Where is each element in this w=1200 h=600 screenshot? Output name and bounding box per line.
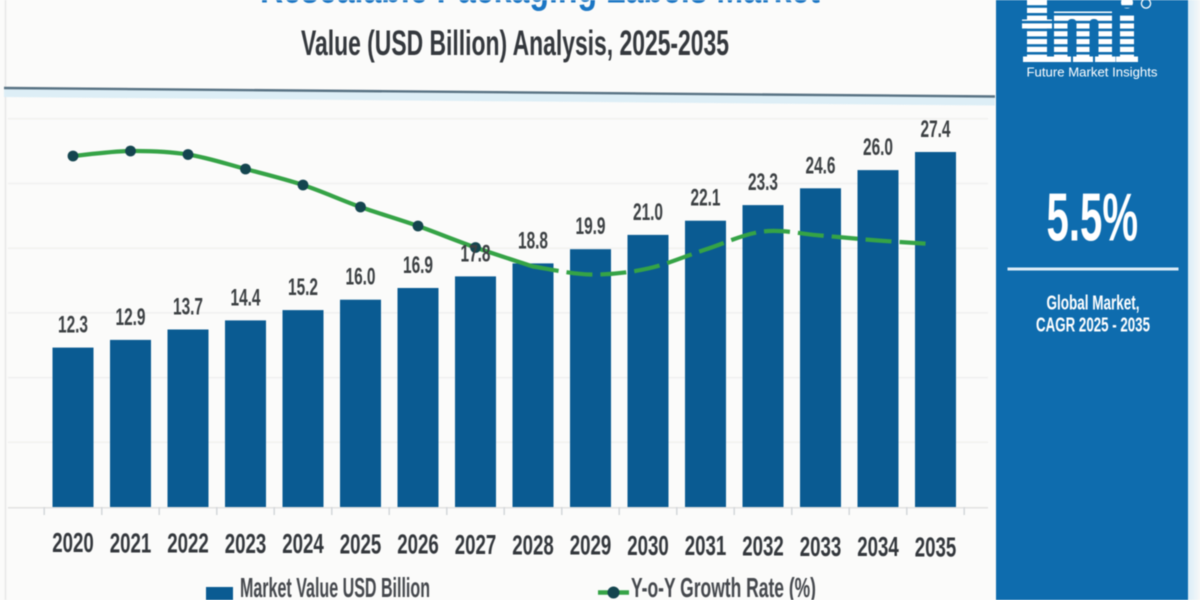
- svg-text:16.9: 16.9: [403, 252, 433, 279]
- svg-text:2032: 2032: [742, 531, 784, 562]
- svg-text:2027: 2027: [455, 529, 497, 560]
- svg-text:2022: 2022: [167, 528, 209, 559]
- svg-text:2025: 2025: [340, 529, 382, 560]
- svg-text:22.1: 22.1: [691, 185, 721, 212]
- svg-text:24.6: 24.6: [806, 152, 836, 179]
- svg-text:21.0: 21.0: [633, 199, 663, 226]
- svg-text:Y-o-Y Growth Rate (%): Y-o-Y Growth Rate (%): [631, 572, 816, 600]
- svg-text:2021: 2021: [110, 527, 152, 558]
- svg-text:Resealable Packaging Labels Ma: Resealable Packaging Labels Market: [260, 0, 820, 12]
- svg-text:Value (USD Billion) Analysis,: Value (USD Billion) Analysis, 2025-2035: [301, 24, 729, 63]
- svg-text:15.2: 15.2: [288, 274, 318, 301]
- svg-text:18.8: 18.8: [518, 227, 548, 254]
- svg-text:Global Market,: Global Market,: [1047, 292, 1140, 315]
- svg-text:2024: 2024: [282, 528, 324, 559]
- svg-text:2029: 2029: [570, 530, 612, 561]
- svg-text:13.7: 13.7: [173, 294, 203, 321]
- svg-text:14.4: 14.4: [231, 284, 261, 311]
- svg-text:2033: 2033: [800, 531, 842, 562]
- svg-text:Future Market Insights: Future Market Insights: [1027, 65, 1159, 80]
- svg-text:2020: 2020: [52, 527, 94, 558]
- svg-text:Market Value USD Billion: Market Value USD Billion: [240, 572, 430, 600]
- svg-text:12.9: 12.9: [116, 304, 146, 331]
- svg-text:2031: 2031: [685, 530, 727, 561]
- svg-text:26.0: 26.0: [863, 134, 893, 161]
- svg-text:16.0: 16.0: [346, 264, 376, 291]
- svg-text:2034: 2034: [857, 531, 899, 562]
- svg-text:CAGR 2025 - 2035: CAGR 2025 - 2035: [1036, 314, 1150, 337]
- svg-text:2028: 2028: [512, 529, 554, 560]
- svg-text:27.4: 27.4: [921, 116, 951, 143]
- svg-text:2026: 2026: [397, 529, 439, 560]
- svg-text:23.3: 23.3: [748, 169, 778, 196]
- svg-text:19.9: 19.9: [576, 213, 606, 240]
- svg-text:2035: 2035: [915, 531, 957, 562]
- svg-text:2023: 2023: [225, 528, 267, 559]
- svg-text:2030: 2030: [627, 530, 669, 561]
- svg-text:12.3: 12.3: [58, 312, 88, 339]
- svg-text:17.8: 17.8: [461, 240, 491, 267]
- svg-text:5.5%: 5.5%: [1047, 179, 1139, 255]
